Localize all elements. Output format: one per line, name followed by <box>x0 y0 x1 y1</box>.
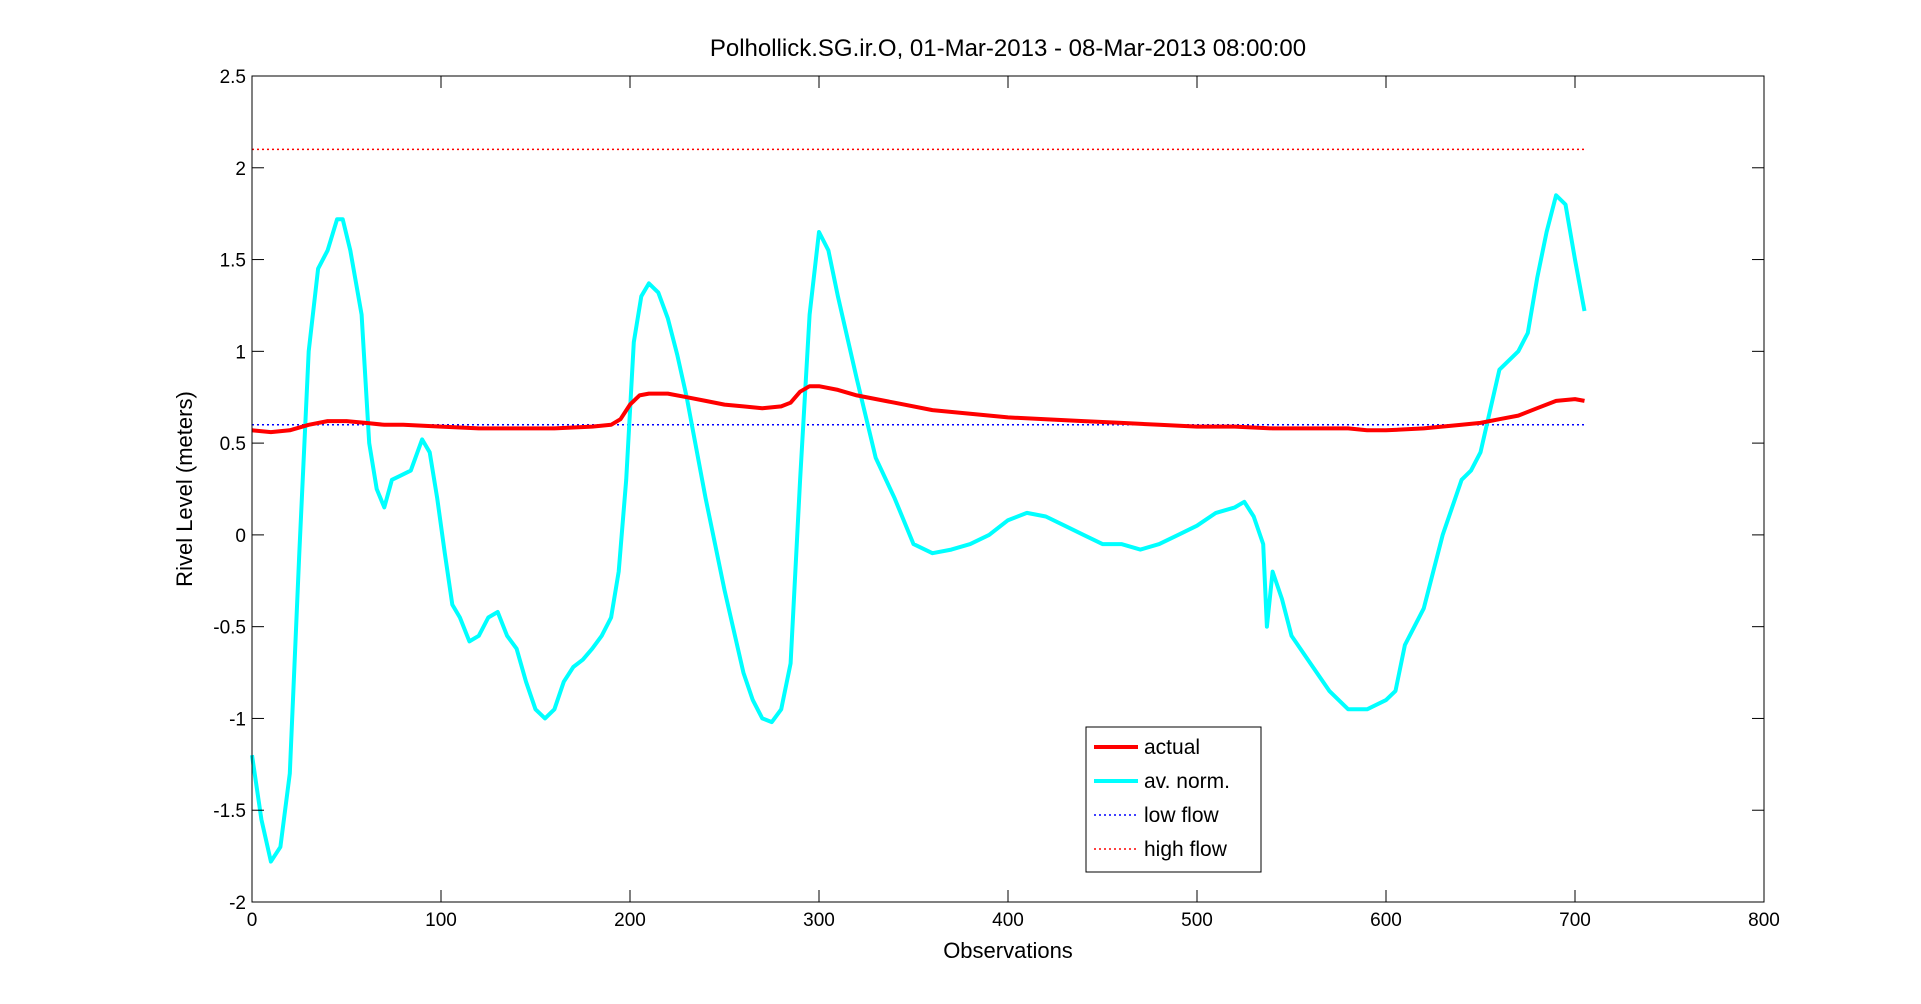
y-tick-label: 2.5 <box>220 67 246 88</box>
x-tick-label: 800 <box>1748 910 1780 931</box>
x-tick-label: 200 <box>614 910 646 931</box>
x-tick-label: 700 <box>1559 910 1591 931</box>
legend-label: av. norm. <box>1144 770 1230 793</box>
y-tick-label: -1.5 <box>213 801 246 822</box>
ticks-layer: 0 100 200 300 400 500 600 700 800 -2 -1.5 -1 -0.5 0 0.… <box>213 67 1780 931</box>
y-tick-label: 1 <box>235 342 246 363</box>
x-tick-label: 300 <box>803 910 835 931</box>
series-av-norm-line <box>250 193 1587 864</box>
y-tick-label: 0.5 <box>220 434 246 455</box>
x-tick-label: 500 <box>1181 910 1213 931</box>
x-tick-label: 0 <box>247 910 258 931</box>
y-tick-label: 2 <box>235 159 246 180</box>
plot-area <box>252 76 1764 902</box>
y-axis-label: Rivel Level (meters) <box>172 391 197 587</box>
y-tick-label: -1 <box>229 709 246 730</box>
legend-label: actual <box>1144 736 1200 759</box>
chart-title: Polhollick.SG.ir.O, 01-Mar-2013 - 08-Mar… <box>710 35 1306 62</box>
legend-label: low flow <box>1144 804 1220 827</box>
x-tick-label: 100 <box>425 910 457 931</box>
x-tick-label: 400 <box>992 910 1024 931</box>
y-tick-label: -2 <box>229 893 246 914</box>
y-tick-label: 0 <box>235 526 246 547</box>
series-layer <box>250 148 1587 864</box>
series-actual-line <box>251 384 1585 435</box>
legend-box <box>1085 726 1262 873</box>
y-tick-label: -0.5 <box>213 618 246 639</box>
y-tick-label: 1.5 <box>220 251 246 272</box>
legend-label: high flow <box>1144 838 1228 861</box>
legend: actual av. norm. low flow high flow <box>1085 726 1262 873</box>
x-tick-label: 600 <box>1370 910 1402 931</box>
x-axis-label: Observations <box>943 938 1073 963</box>
